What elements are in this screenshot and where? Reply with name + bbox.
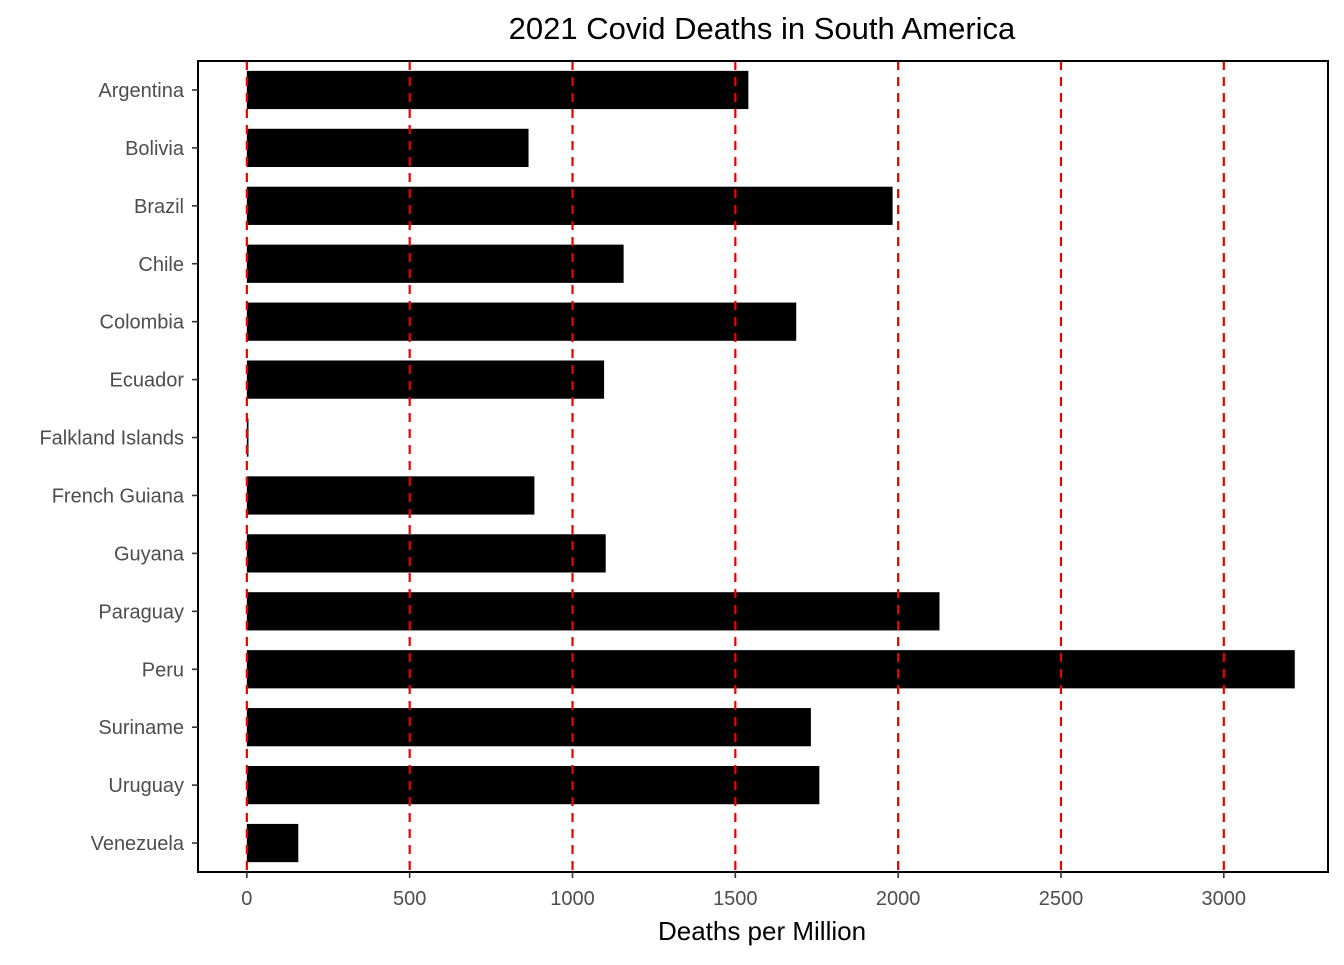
y-tick-label: Argentina — [98, 80, 184, 102]
bar — [246, 708, 811, 747]
x-axis: 0 500 1000 1500 2000 2500 3000 — [241, 872, 1246, 910]
y-tick-label: Bolivia — [125, 138, 185, 160]
y-tick-label: Peru — [142, 659, 184, 681]
x-tick-label: 3000 — [1202, 888, 1247, 910]
y-tick-label: Ecuador — [110, 370, 185, 392]
bar — [246, 823, 299, 863]
bar — [246, 592, 940, 631]
bar — [246, 244, 624, 283]
x-tick-label: 2500 — [1039, 888, 1084, 910]
y-tick-label: Venezuela — [91, 833, 185, 855]
x-tick-label: 1000 — [550, 888, 595, 910]
bar — [246, 302, 797, 341]
y-tick-label: Guyana — [114, 543, 185, 565]
bars-layer — [246, 70, 1295, 863]
bar — [246, 534, 606, 573]
y-axis: Argentina Bolivia Brazil Chile Colombia Ecuad… — [39, 80, 198, 855]
y-tick-label: French Guiana — [52, 485, 185, 507]
y-tick-label: Falkland Islands — [39, 428, 184, 450]
y-tick-label: Uruguay — [108, 775, 184, 797]
x-tick-label: 1500 — [713, 888, 758, 910]
x-tick-label: 2000 — [876, 888, 921, 910]
bar — [246, 650, 1295, 689]
plot-panel-border — [197, 60, 1329, 873]
chart-title: 2021 Covid Deaths in South America — [509, 11, 1016, 46]
x-axis-label: Deaths per Million — [658, 916, 866, 946]
bar — [246, 476, 535, 515]
y-tick-label: Paraguay — [98, 601, 184, 623]
bar — [246, 765, 820, 805]
y-tick-label: Suriname — [98, 717, 184, 739]
y-tick-label: Chile — [138, 254, 184, 276]
bar — [246, 70, 749, 110]
bar — [246, 360, 605, 399]
x-tick-label: 0 — [241, 888, 252, 910]
x-tick-label: 500 — [393, 888, 426, 910]
y-tick-label: Colombia — [100, 312, 185, 334]
reference-lines-layer — [245, 61, 1225, 872]
y-tick-label: Brazil — [134, 196, 184, 218]
bar — [246, 128, 529, 168]
bar — [246, 186, 893, 225]
